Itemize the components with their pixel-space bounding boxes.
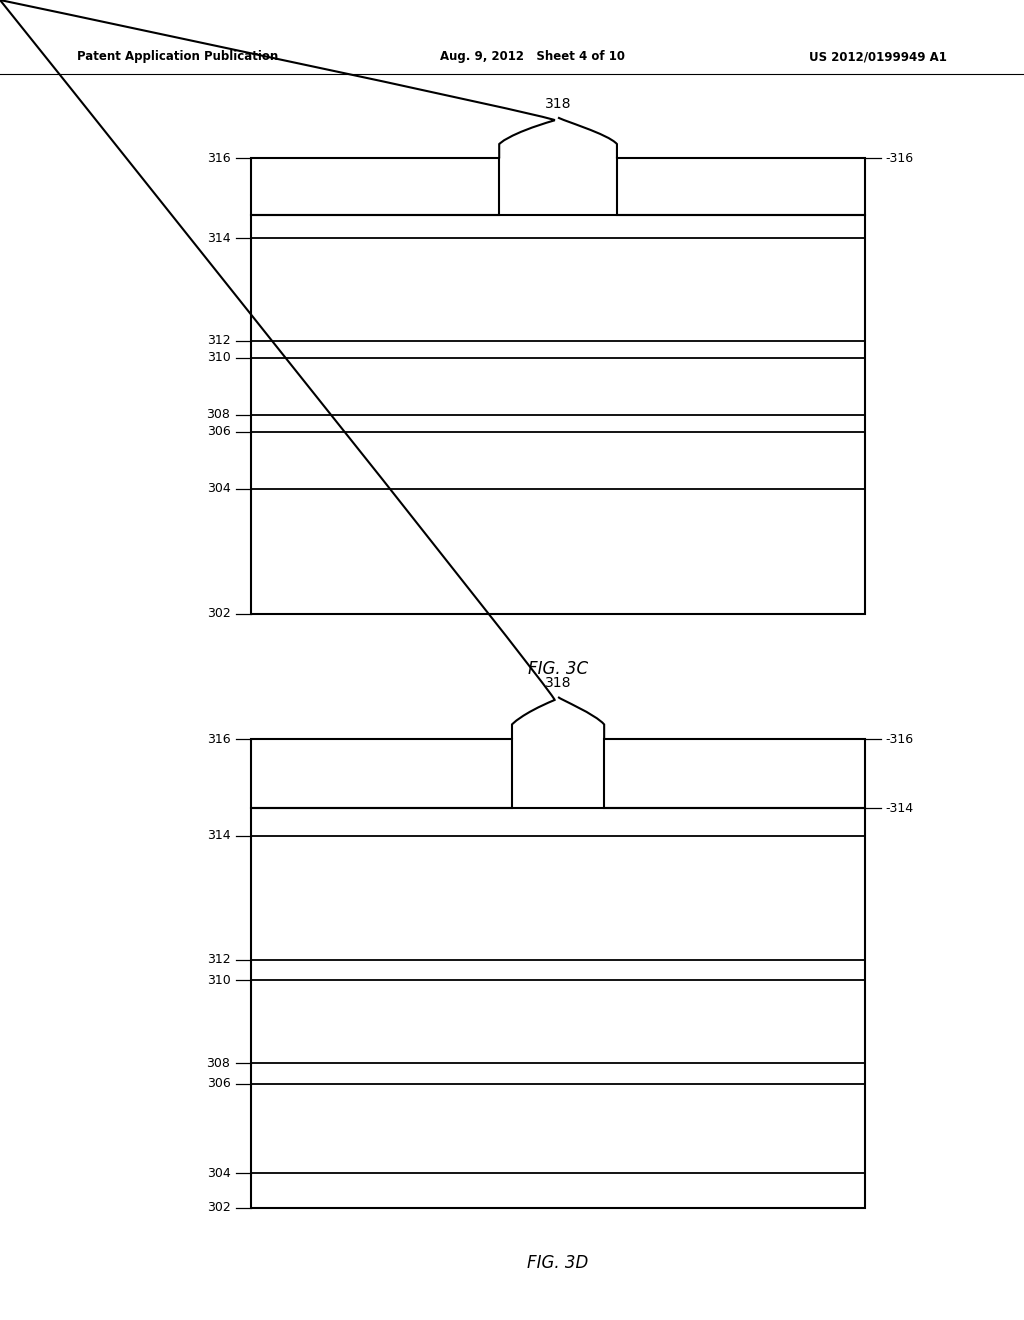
- Text: 310: 310: [207, 351, 230, 364]
- Text: 308: 308: [207, 1056, 230, 1069]
- Text: FIG. 3C: FIG. 3C: [528, 660, 588, 678]
- Text: -316: -316: [886, 733, 913, 746]
- Text: 316: 316: [207, 152, 230, 165]
- Text: 312: 312: [207, 953, 230, 966]
- Text: 312: 312: [207, 334, 230, 347]
- Text: 302: 302: [207, 607, 230, 620]
- Text: 314: 314: [207, 829, 230, 842]
- Bar: [251, 215, 865, 614]
- Bar: [604, 739, 865, 808]
- Text: 308: 308: [207, 408, 230, 421]
- Text: 310: 310: [207, 974, 230, 987]
- Bar: [616, 158, 865, 215]
- Text: Aug. 9, 2012   Sheet 4 of 10: Aug. 9, 2012 Sheet 4 of 10: [440, 50, 626, 63]
- Bar: [251, 808, 865, 1208]
- Text: -316: -316: [886, 152, 913, 165]
- Text: 302: 302: [207, 1201, 230, 1214]
- Text: US 2012/0199949 A1: US 2012/0199949 A1: [809, 50, 947, 63]
- Text: 304: 304: [207, 1167, 230, 1180]
- Text: 314: 314: [207, 231, 230, 244]
- Text: 316: 316: [207, 733, 230, 746]
- Text: 304: 304: [207, 482, 230, 495]
- Text: FIG. 3D: FIG. 3D: [527, 1254, 589, 1272]
- Text: -314: -314: [886, 801, 913, 814]
- Text: Patent Application Publication: Patent Application Publication: [77, 50, 279, 63]
- Text: 306: 306: [207, 425, 230, 438]
- Text: 318: 318: [545, 676, 571, 690]
- Text: 306: 306: [207, 1077, 230, 1090]
- Bar: [251, 739, 512, 808]
- Text: 318: 318: [545, 96, 571, 111]
- Bar: [251, 158, 499, 215]
